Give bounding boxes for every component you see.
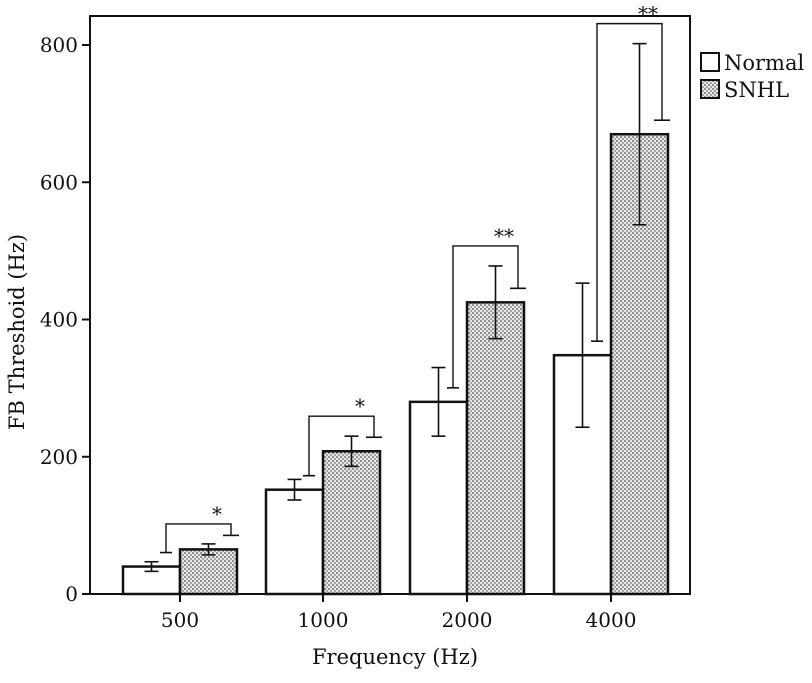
y-tick-label-800: 800 [40, 33, 78, 57]
legend-swatch-snhl [700, 79, 720, 99]
y-tick-label-600: 600 [40, 170, 78, 194]
sig-label-2000: ** [494, 224, 514, 248]
legend-swatch-normal [700, 52, 720, 72]
bar-snhl-500 [178, 548, 239, 596]
y-axis-title: FB Threshoid (Hz) [5, 234, 29, 430]
bar-snhl-2000 [465, 301, 526, 596]
y-axis: 0 200 400 600 800 [40, 33, 90, 606]
legend: Normal SNHL [700, 51, 804, 102]
x-axis-title: Frequency (Hz) [312, 645, 478, 669]
x-tick-label-2000: 2000 [442, 608, 493, 632]
error-bars [144, 42, 647, 573]
x-tick-label-1000: 1000 [298, 608, 349, 632]
legend-label-normal: Normal [724, 51, 804, 75]
y-tick-label-400: 400 [40, 308, 78, 332]
y-tick-label-0: 0 [65, 582, 78, 606]
bar-normal-1000 [264, 488, 325, 596]
sig-bracket-2000 [452, 245, 519, 388]
x-tick-label-500: 500 [161, 608, 199, 632]
sig-label-4000: ** [638, 2, 658, 26]
x-axis: 500 1000 2000 4000 [161, 594, 637, 632]
sig-label-1000: * [355, 394, 365, 418]
sig-bracket-4000 [596, 22, 663, 342]
bar-snhl-1000 [321, 450, 382, 596]
plot-frame [89, 15, 691, 595]
sig-bracket-1000 [308, 415, 375, 476]
sig-bracket-500 [165, 523, 232, 553]
significance-brackets: ****** [160, 2, 670, 554]
x-tick-label-4000: 4000 [586, 608, 637, 632]
y-tick-label-200: 200 [40, 445, 78, 469]
legend-label-snhl: SNHL [724, 78, 789, 102]
sig-label-500: * [212, 502, 222, 526]
bars [121, 132, 670, 596]
